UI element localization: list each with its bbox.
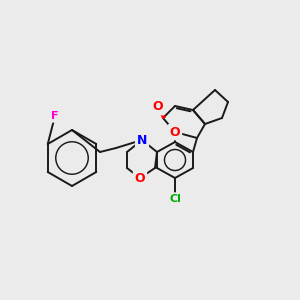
Text: N: N [137, 134, 147, 146]
Text: F: F [51, 111, 59, 121]
Text: O: O [153, 100, 163, 113]
Text: O: O [170, 125, 180, 139]
Text: Cl: Cl [169, 194, 181, 204]
Text: O: O [135, 172, 145, 184]
